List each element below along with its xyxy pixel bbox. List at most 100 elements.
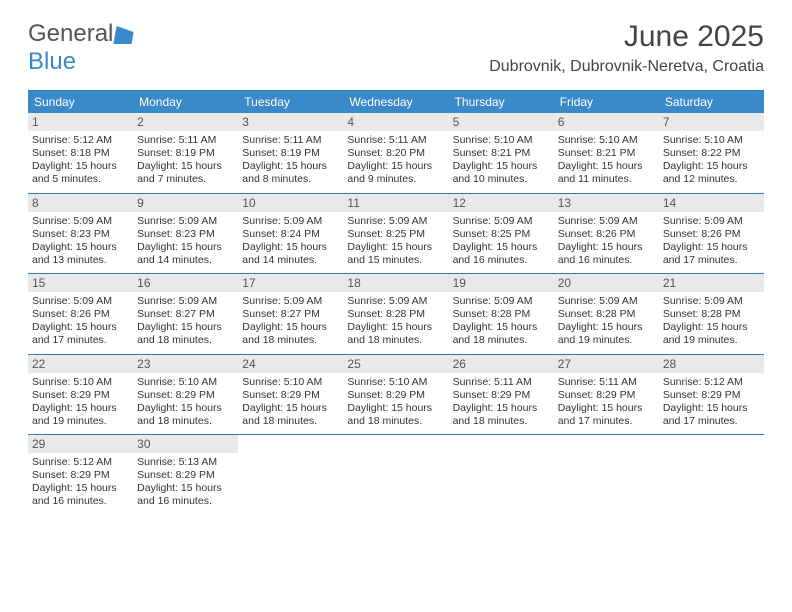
day-number: 1 — [28, 113, 133, 131]
sunrise-text: Sunrise: 5:10 AM — [137, 376, 234, 389]
daylight-text: Daylight: 15 hours and 17 minutes. — [663, 402, 760, 428]
sunrise-text: Sunrise: 5:10 AM — [347, 376, 444, 389]
sunrise-text: Sunrise: 5:09 AM — [242, 215, 339, 228]
sunrise-text: Sunrise: 5:09 AM — [558, 215, 655, 228]
day-number: 3 — [238, 113, 343, 131]
sunset-text: Sunset: 8:24 PM — [242, 228, 339, 241]
daylight-text: Daylight: 15 hours and 18 minutes. — [137, 402, 234, 428]
logo-triangle-icon — [114, 26, 135, 44]
daylight-text: Daylight: 15 hours and 18 minutes. — [453, 321, 550, 347]
location-subtitle: Dubrovnik, Dubrovnik-Neretva, Croatia — [28, 58, 764, 76]
daylight-text: Daylight: 15 hours and 15 minutes. — [347, 241, 444, 267]
sunset-text: Sunset: 8:25 PM — [347, 228, 444, 241]
day-number: 8 — [28, 194, 133, 212]
day-number: 18 — [343, 274, 448, 292]
sunset-text: Sunset: 8:19 PM — [137, 147, 234, 160]
sunset-text: Sunset: 8:23 PM — [32, 228, 129, 241]
sunset-text: Sunset: 8:29 PM — [137, 469, 234, 482]
logo-text-blue: Blue — [28, 48, 76, 75]
daylight-text: Daylight: 15 hours and 17 minutes. — [663, 241, 760, 267]
day-cell: 12Sunrise: 5:09 AMSunset: 8:25 PMDayligh… — [449, 194, 554, 274]
sunrise-text: Sunrise: 5:09 AM — [242, 295, 339, 308]
weekday-header: Tuesday — [238, 91, 343, 113]
sunrise-text: Sunrise: 5:09 AM — [453, 295, 550, 308]
day-cell: 16Sunrise: 5:09 AMSunset: 8:27 PMDayligh… — [133, 274, 238, 354]
sunset-text: Sunset: 8:21 PM — [558, 147, 655, 160]
daylight-text: Daylight: 15 hours and 18 minutes. — [347, 321, 444, 347]
daylight-text: Daylight: 15 hours and 8 minutes. — [242, 160, 339, 186]
day-number: 9 — [133, 194, 238, 212]
day-number: 2 — [133, 113, 238, 131]
sunrise-text: Sunrise: 5:09 AM — [453, 215, 550, 228]
daylight-text: Daylight: 15 hours and 10 minutes. — [453, 160, 550, 186]
weekday-header: Monday — [133, 91, 238, 113]
day-number: 30 — [133, 435, 238, 453]
day-cell: 4Sunrise: 5:11 AMSunset: 8:20 PMDaylight… — [343, 113, 448, 193]
daylight-text: Daylight: 15 hours and 17 minutes. — [558, 402, 655, 428]
logo: General Blue — [28, 20, 133, 76]
daylight-text: Daylight: 15 hours and 16 minutes. — [558, 241, 655, 267]
sunset-text: Sunset: 8:28 PM — [663, 308, 760, 321]
day-cell: 27Sunrise: 5:11 AMSunset: 8:29 PMDayligh… — [554, 355, 659, 435]
sunset-text: Sunset: 8:29 PM — [32, 389, 129, 402]
day-number: 15 — [28, 274, 133, 292]
day-cell: 24Sunrise: 5:10 AMSunset: 8:29 PMDayligh… — [238, 355, 343, 435]
sunrise-text: Sunrise: 5:10 AM — [242, 376, 339, 389]
daylight-text: Daylight: 15 hours and 18 minutes. — [453, 402, 550, 428]
daylight-text: Daylight: 15 hours and 14 minutes. — [137, 241, 234, 267]
sunset-text: Sunset: 8:27 PM — [137, 308, 234, 321]
sunset-text: Sunset: 8:29 PM — [242, 389, 339, 402]
day-cell: 11 Sunrise: 5:09 AMSunset: 8:25 PMDayligh… — [343, 194, 448, 274]
sunrise-text: Sunrise: 5:09 AM — [137, 215, 234, 228]
day-number: 7 — [659, 113, 764, 131]
sunset-text: Sunset: 8:22 PM — [663, 147, 760, 160]
day-number: 20 — [554, 274, 659, 292]
week-row: 1Sunrise: 5:12 AMSunset: 8:18 PMDaylight… — [28, 113, 764, 194]
sunrise-text: Sunrise: 5:09 AM — [663, 215, 760, 228]
day-cell: 14Sunrise: 5:09 AMSunset: 8:26 PMDayligh… — [659, 194, 764, 274]
sunset-text: Sunset: 8:26 PM — [558, 228, 655, 241]
daylight-text: Daylight: 15 hours and 13 minutes. — [32, 241, 129, 267]
day-number: 24 — [238, 355, 343, 373]
day-cell: 28Sunrise: 5:12 AMSunset: 8:29 PMDayligh… — [659, 355, 764, 435]
title-block: June 2025 Dubrovnik, Dubrovnik-Neretva, … — [28, 20, 764, 76]
sunrise-text: Sunrise: 5:11 AM — [347, 134, 444, 147]
day-number: 5 — [449, 113, 554, 131]
sunset-text: Sunset: 8:28 PM — [347, 308, 444, 321]
sunrise-text: Sunrise: 5:09 AM — [32, 215, 129, 228]
sunset-text: Sunset: 8:25 PM — [453, 228, 550, 241]
weekday-header: Friday — [554, 91, 659, 113]
day-number: 11 — [343, 194, 448, 212]
sunset-text: Sunset: 8:28 PM — [453, 308, 550, 321]
daylight-text: Daylight: 15 hours and 17 minutes. — [32, 321, 129, 347]
sunrise-text: Sunrise: 5:09 AM — [32, 295, 129, 308]
daylight-text: Daylight: 15 hours and 19 minutes. — [663, 321, 760, 347]
sunset-text: Sunset: 8:26 PM — [32, 308, 129, 321]
daylight-text: Daylight: 15 hours and 18 minutes. — [242, 321, 339, 347]
sunrise-text: Sunrise: 5:11 AM — [453, 376, 550, 389]
day-cell: 2Sunrise: 5:11 AMSunset: 8:19 PMDaylight… — [133, 113, 238, 193]
sunrise-text: Sunrise: 5:11 AM — [242, 134, 339, 147]
day-number: 26 — [449, 355, 554, 373]
day-cell — [238, 435, 343, 515]
logo-text-general: General — [28, 20, 113, 47]
sunrise-text: Sunrise: 5:12 AM — [32, 456, 129, 469]
daylight-text: Daylight: 15 hours and 19 minutes. — [32, 402, 129, 428]
day-number: 19 — [449, 274, 554, 292]
sunrise-text: Sunrise: 5:11 AM — [558, 376, 655, 389]
calendar: Sunday Monday Tuesday Wednesday Thursday… — [28, 90, 764, 515]
daylight-text: Daylight: 15 hours and 18 minutes. — [137, 321, 234, 347]
sunset-text: Sunset: 8:29 PM — [453, 389, 550, 402]
day-number: 23 — [133, 355, 238, 373]
week-row: 29Sunrise: 5:12 AMSunset: 8:29 PMDayligh… — [28, 435, 764, 515]
daylight-text: Daylight: 15 hours and 16 minutes. — [32, 482, 129, 508]
sunrise-text: Sunrise: 5:09 AM — [347, 215, 444, 228]
day-cell: 20Sunrise: 5:09 AMSunset: 8:28 PMDayligh… — [554, 274, 659, 354]
sunset-text: Sunset: 8:29 PM — [558, 389, 655, 402]
day-cell: 30Sunrise: 5:13 AMSunset: 8:29 PMDayligh… — [133, 435, 238, 515]
daylight-text: Daylight: 15 hours and 5 minutes. — [32, 160, 129, 186]
week-row: 8Sunrise: 5:09 AMSunset: 8:23 PMDaylight… — [28, 194, 764, 275]
day-cell — [659, 435, 764, 515]
day-cell: 6Sunrise: 5:10 AMSunset: 8:21 PMDaylight… — [554, 113, 659, 193]
sunrise-text: Sunrise: 5:10 AM — [453, 134, 550, 147]
